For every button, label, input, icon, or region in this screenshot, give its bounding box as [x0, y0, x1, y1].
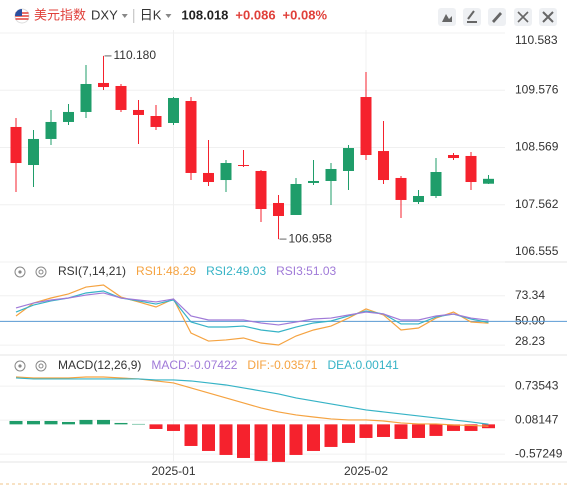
legend-entry: DIF:-0.03571: [247, 358, 317, 372]
candle-body: [308, 180, 319, 183]
histogram-bar: [202, 424, 215, 451]
x-tick-label: 2025-02: [344, 464, 388, 478]
y-tick-label: -0.57249: [515, 446, 563, 460]
y-tick-label: 107.562: [515, 197, 559, 211]
candle-body: [343, 148, 354, 171]
histogram-bar: [464, 424, 478, 431]
indicator-title: MACD(12,26,9): [58, 358, 141, 372]
histogram-bar: [237, 424, 250, 458]
histogram-bar: [27, 420, 40, 425]
legend-entry: RSI1:48.29: [136, 264, 196, 278]
histogram-bar: [114, 422, 128, 425]
panel-icons: [14, 266, 47, 372]
candle-body: [115, 85, 127, 110]
candle-body: [290, 183, 302, 215]
candle-body: [203, 172, 214, 183]
histogram-bar: [62, 421, 75, 425]
candle-body: [10, 126, 22, 164]
histogram-bar: [97, 419, 110, 425]
series-line: [15, 284, 489, 346]
symbol: DXY: [91, 7, 118, 22]
y-tick-label: 0.73543: [515, 378, 559, 392]
histogram-bar: [254, 424, 268, 461]
annotation: 110.180: [114, 48, 157, 62]
candle-body: [483, 178, 494, 184]
legend-entry: DEA:0.00141: [327, 358, 399, 372]
series-line: [15, 292, 489, 326]
x-tick-label: 2025-01: [151, 464, 195, 478]
candle-body: [413, 195, 424, 203]
series-line: [15, 377, 489, 425]
indicator-title: RSI(7,14,21): [58, 264, 126, 278]
candle-body: [255, 170, 267, 210]
y-tick-label: 0.08147: [515, 412, 559, 426]
legend-entry: MACD:-0.07422: [151, 358, 237, 372]
candle-body: [63, 111, 74, 122]
candle-body: [28, 138, 39, 166]
histogram-bar: [412, 424, 425, 438]
candle-body: [98, 82, 109, 88]
histogram-bar: [377, 424, 390, 437]
candle-body: [430, 172, 442, 196]
candle-body: [395, 177, 407, 200]
candle-body: [80, 83, 92, 112]
histogram-bar: [132, 423, 145, 425]
histogram-bar: [429, 424, 443, 436]
histogram-bar: [342, 424, 355, 443]
y-tick-label: 50.00: [515, 314, 545, 328]
candle-body: [45, 121, 57, 139]
candle-body: [273, 202, 284, 217]
histogram-bar: [184, 424, 198, 446]
y-tick-label: 28.23: [515, 334, 545, 348]
series-line: [15, 376, 489, 427]
histogram-bar: [149, 424, 163, 429]
candle-body: [325, 168, 337, 181]
candle-body: [185, 100, 197, 173]
histogram-bar: [272, 424, 285, 462]
histogram-bar: [44, 420, 58, 425]
candle-body: [133, 109, 144, 115]
change-pct: +0.08%: [283, 7, 328, 22]
histogram-bar: [359, 424, 373, 438]
candle-body: [378, 151, 389, 181]
histogram-bar: [219, 424, 233, 455]
histogram-bar: [289, 424, 303, 455]
candle-body: [360, 97, 372, 156]
candle-body: [465, 155, 477, 183]
dropdown-caret: [121, 14, 128, 18]
y-tick-label: 110.583: [515, 33, 558, 47]
period: 日K: [140, 7, 162, 22]
annotation: 106.958: [289, 231, 333, 245]
candle-body: [220, 163, 232, 181]
symbol-name: 美元指数: [34, 7, 86, 22]
tool-button[interactable]: [463, 8, 481, 26]
histogram-bar: [9, 420, 23, 425]
histogram-bar: [447, 424, 460, 431]
y-tick-label: 109.576: [515, 82, 559, 96]
change: +0.086: [235, 7, 275, 22]
y-tick-label: 106.555: [515, 244, 559, 258]
dropdown-caret: [165, 14, 172, 18]
price: 108.018: [181, 7, 228, 22]
series-line: [15, 290, 489, 333]
legend-entry: RSI2:49.03: [206, 264, 266, 278]
histogram-bar: [324, 424, 338, 447]
header-flag: [14, 8, 30, 24]
histogram-bar: [307, 424, 320, 451]
candle-body: [238, 165, 249, 167]
y-tick-label: 73.34: [515, 288, 545, 302]
candles: [10, 55, 494, 240]
candle-body: [150, 116, 162, 127]
histogram-bar: [167, 424, 180, 431]
histogram-bar: [394, 424, 408, 439]
candle-body: [448, 155, 459, 159]
histogram-bar: [79, 419, 93, 425]
candle-body: [168, 97, 179, 123]
y-tick-label: 108.569: [515, 140, 559, 154]
toolbar: [438, 8, 557, 26]
histogram-bar: [482, 424, 495, 429]
legend-entry: RSI3:51.03: [276, 264, 336, 278]
